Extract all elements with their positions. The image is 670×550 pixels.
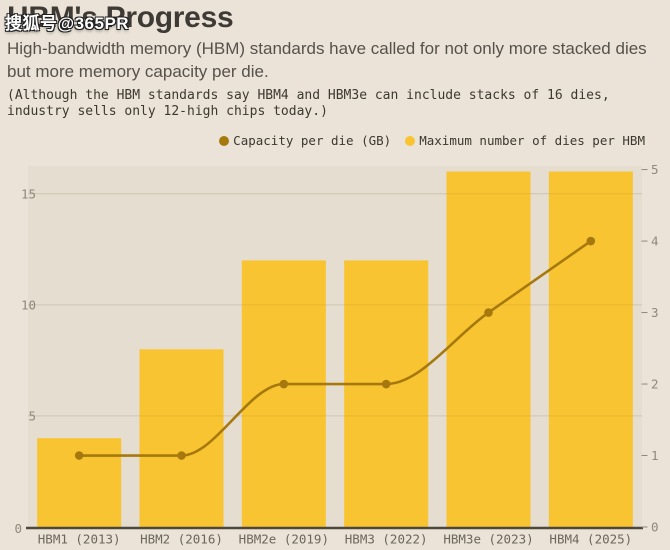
page-title: HBM's Progress [7, 1, 234, 34]
subtitle-line-1: High-bandwidth memory (HBM) standards ha… [7, 39, 647, 58]
bar-max-dies [446, 171, 531, 528]
right-axis-tick-label: 2 [651, 377, 659, 392]
x-axis-category-label: HBM1 (2013) [38, 532, 121, 547]
right-axis-tick-label: 3 [651, 305, 659, 320]
legend-dot-icon [219, 135, 230, 146]
watermark: 搜狐号@365PR [5, 14, 130, 33]
x-axis-category-label: HBM4 (2025) [549, 532, 632, 547]
right-axis-tick-label: 5 [651, 162, 659, 177]
x-axis-category-label: HBM3 (2022) [345, 532, 428, 547]
legend-label: Maximum number of dies per HBM [419, 133, 645, 148]
bar-max-dies [344, 260, 429, 527]
legend-item-capacity-per-die: Capacity per die (GB) [219, 133, 391, 148]
capacity-data-point [74, 451, 84, 460]
chart-annotation: (Although the HBM standards say HBM4 and… [7, 88, 667, 120]
capacity-data-point [177, 451, 186, 460]
x-axis-category-label: HBM3e (2023) [443, 532, 533, 547]
bar-max-dies [241, 260, 326, 527]
chart-legend: Capacity per die (GB) Maximum number of … [219, 133, 645, 148]
plot-area [28, 166, 642, 527]
bar-max-dies [548, 171, 633, 528]
capacity-data-point [484, 308, 493, 317]
right-axis-tick-label: 0 [651, 520, 659, 535]
left-axis-tick-label: 5 [28, 408, 36, 423]
capacity-data-point [381, 379, 391, 389]
x-axis-category-label: HBM2e (2019) [239, 532, 329, 547]
left-axis-tick-label: 15 [21, 186, 36, 201]
right-axis-tick-label: 4 [651, 234, 659, 249]
chart-subtitle: High-bandwidth memory (HBM) standards ha… [7, 37, 663, 83]
note-line-2: industry sells only 12-high chips today.… [7, 104, 328, 119]
legend-item-max-dies: Maximum number of dies per HBM [405, 133, 645, 148]
combo-chart: 0 5 10 15 0 1 2 3 4 5 HBM1 (2013) HBM2 (2016) HBM2e … [14, 162, 659, 547]
capacity-line [79, 239, 592, 457]
left-axis-tick-label: 10 [21, 297, 36, 312]
x-axis-category-label: HBM2 (2016) [140, 532, 223, 547]
capacity-data-point [279, 379, 289, 389]
subtitle-line-2: but more memory capacity per die. [7, 62, 269, 81]
note-line-1: (Although the HBM standards say HBM4 and… [7, 88, 610, 103]
legend-label: Capacity per die (GB) [233, 133, 392, 148]
capacity-data-point [586, 236, 596, 246]
left-axis-tick-label: 0 [14, 521, 22, 536]
legend-dot-icon [405, 135, 416, 146]
bar-max-dies [139, 349, 224, 527]
right-axis-tick-label: 1 [651, 448, 659, 463]
